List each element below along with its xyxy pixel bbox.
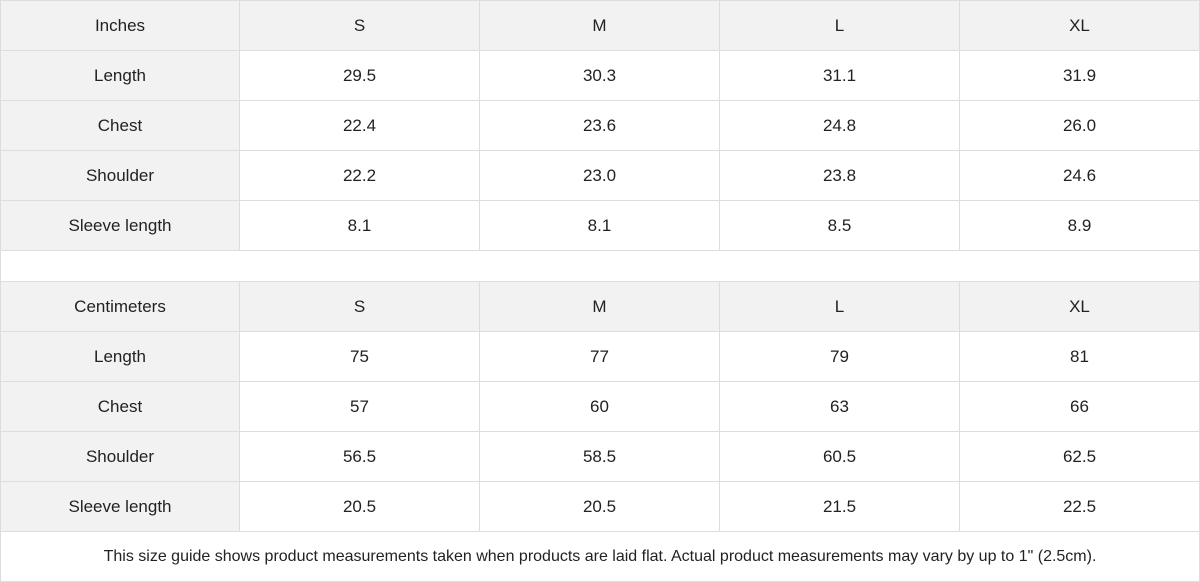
measurement-cell: 26.0 (960, 101, 1200, 151)
measurement-cell: 31.1 (720, 51, 960, 101)
measurement-cell: 81 (960, 332, 1200, 382)
measurement-cell: 22.4 (240, 101, 480, 151)
measurement-cell: 31.9 (960, 51, 1200, 101)
size-header: M (480, 1, 720, 51)
measurement-cell: 23.6 (480, 101, 720, 151)
unit-header: Inches (0, 1, 240, 51)
size-header: L (720, 1, 960, 51)
measurement-cell: 20.5 (240, 482, 480, 532)
measurement-cell: 63 (720, 382, 960, 432)
measurement-cell: 58.5 (480, 432, 720, 482)
measurement-cell: 23.8 (720, 151, 960, 201)
row-label: Length (0, 51, 240, 101)
size-header: XL (960, 282, 1200, 332)
measurement-cell: 22.5 (960, 482, 1200, 532)
table-spacer (0, 251, 1200, 281)
measurement-cell: 60.5 (720, 432, 960, 482)
measurement-cell: 56.5 (240, 432, 480, 482)
measurement-cell: 23.0 (480, 151, 720, 201)
measurement-cell: 8.1 (480, 201, 720, 251)
measurement-cell: 24.6 (960, 151, 1200, 201)
row-label: Chest (0, 382, 240, 432)
row-label: Shoulder (0, 151, 240, 201)
unit-header: Centimeters (0, 282, 240, 332)
measurement-cell: 29.5 (240, 51, 480, 101)
measurement-cell: 21.5 (720, 482, 960, 532)
size-header: XL (960, 1, 1200, 51)
measurement-cell: 62.5 (960, 432, 1200, 482)
size-header: L (720, 282, 960, 332)
measurement-cell: 8.5 (720, 201, 960, 251)
measurement-cell: 30.3 (480, 51, 720, 101)
row-label: Sleeve length (0, 201, 240, 251)
measurement-cell: 75 (240, 332, 480, 382)
size-header: S (240, 1, 480, 51)
centimeters-table: Centimeters S M L XL Length 75 77 79 81 Chest 57 60 6… (0, 281, 1200, 532)
measurement-cell: 22.2 (240, 151, 480, 201)
row-label: Chest (0, 101, 240, 151)
measurement-cell: 79 (720, 332, 960, 382)
measurement-cell: 57 (240, 382, 480, 432)
measurement-cell: 77 (480, 332, 720, 382)
measurement-cell: 24.8 (720, 101, 960, 151)
measurement-cell: 8.9 (960, 201, 1200, 251)
inches-table: Inches S M L XL Length 29.5 30.3 31.1 31.9 Chest 22… (0, 0, 1200, 251)
size-header: S (240, 282, 480, 332)
row-label: Sleeve length (0, 482, 240, 532)
size-guide-note: This size guide shows product measuremen… (0, 532, 1200, 582)
row-label: Length (0, 332, 240, 382)
row-label: Shoulder (0, 432, 240, 482)
measurement-cell: 66 (960, 382, 1200, 432)
measurement-cell: 20.5 (480, 482, 720, 532)
measurement-cell: 60 (480, 382, 720, 432)
size-header: M (480, 282, 720, 332)
measurement-cell: 8.1 (240, 201, 480, 251)
